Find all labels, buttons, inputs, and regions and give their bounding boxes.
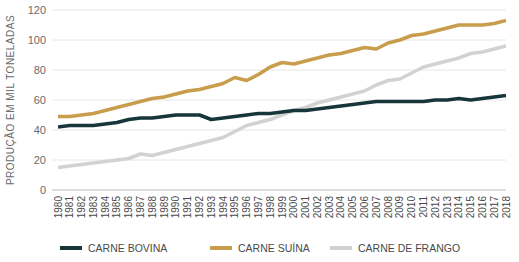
x-tick-label: 1980 — [53, 196, 64, 219]
x-tick-label: 2006 — [359, 196, 370, 219]
x-tick-label: 1995 — [229, 196, 240, 219]
grid-line — [52, 130, 506, 131]
grid-line — [52, 190, 506, 191]
x-tick-label: 2011 — [418, 196, 429, 218]
x-tick-label: 1984 — [100, 196, 111, 219]
legend-swatch — [60, 246, 82, 250]
x-tick-label: 2008 — [383, 196, 394, 219]
x-tick-label: 1993 — [206, 196, 217, 219]
y-tick-label: 20 — [34, 154, 46, 166]
y-tick-label: 60 — [34, 94, 46, 106]
legend-swatch — [210, 246, 232, 250]
grid-line — [52, 70, 506, 71]
grid-line — [52, 10, 506, 11]
legend-label: CARNE BOVINA — [88, 242, 167, 254]
series-line — [58, 21, 506, 117]
y-tick-label: 120 — [28, 4, 46, 16]
x-tick-label: 1992 — [194, 196, 205, 219]
legend-swatch — [330, 246, 352, 250]
x-tick-label: 2002 — [312, 196, 323, 219]
x-tick-label: 2005 — [347, 196, 358, 219]
x-tick-label: 1998 — [265, 196, 276, 219]
x-tick-label: 1990 — [170, 196, 181, 219]
x-tick-label: 2017 — [489, 196, 500, 219]
x-tick-label: 2010 — [406, 196, 417, 219]
x-tick-label: 1986 — [123, 196, 134, 219]
y-axis-label: PRODUÇÃO EM MIL TONELADAS — [4, 15, 16, 185]
y-tick-label: 40 — [34, 124, 46, 136]
x-tick-label: 2009 — [394, 196, 405, 219]
x-tick-label: 1996 — [241, 196, 252, 219]
x-tick-label: 1987 — [135, 196, 146, 219]
x-tick-label: 1991 — [182, 196, 193, 219]
x-tick-label: 2013 — [442, 196, 453, 219]
x-tick-label: 1999 — [277, 196, 288, 219]
y-tick-label: 100 — [28, 34, 46, 46]
x-tick-label: 2004 — [335, 196, 346, 219]
x-tick-label: 2014 — [453, 196, 464, 219]
grid-line — [52, 40, 506, 41]
x-tick-label: 2000 — [288, 196, 299, 219]
x-tick-label: 2018 — [501, 196, 512, 219]
x-tick-label: 2015 — [465, 196, 476, 219]
x-tick-label: 1988 — [147, 196, 158, 219]
x-tick-label: 2007 — [371, 196, 382, 219]
plot-area — [58, 21, 506, 168]
x-tick-label: 1997 — [253, 196, 264, 219]
x-tick-label: 1989 — [159, 196, 170, 219]
x-tick-label: 2016 — [477, 196, 488, 219]
y-tick-label: 0 — [40, 184, 46, 196]
x-tick-label: 1981 — [64, 196, 75, 219]
x-tick-label: 1982 — [76, 196, 87, 219]
x-tick-label: 2012 — [430, 196, 441, 219]
chart: 0 20 40 60 80 100 120 PRODUÇÃO EM MIL TONELADAS… — [0, 0, 519, 262]
x-tick-label: 1983 — [88, 196, 99, 219]
x-tick-label: 1994 — [218, 196, 229, 219]
legend-label: CARNE DE FRANGO — [358, 242, 460, 254]
x-tick-label: 1985 — [111, 196, 122, 219]
legend-label: CARNE SUÍNA — [238, 242, 310, 254]
y-tick-label: 80 — [34, 64, 46, 76]
x-tick-label: 2003 — [324, 196, 335, 219]
x-tick-label: 2001 — [300, 196, 311, 219]
series-line — [58, 96, 506, 128]
